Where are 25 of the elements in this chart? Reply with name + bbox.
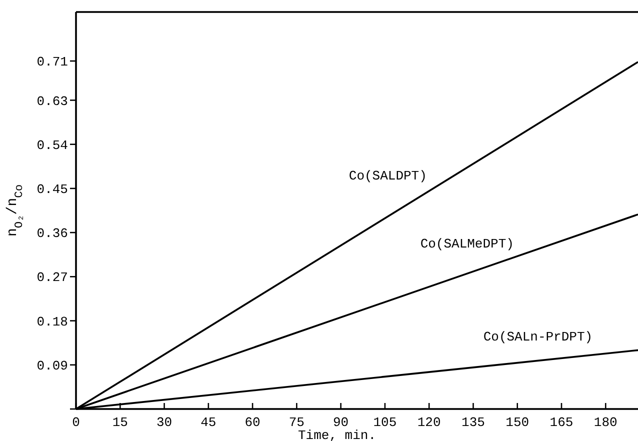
y-tick-label: 0.63	[36, 94, 68, 109]
x-tick-label: 0	[72, 415, 80, 430]
x-tick-label: 90	[333, 415, 349, 430]
x-tick-label: 15	[112, 415, 128, 430]
x-axis-title: Time, min.	[298, 428, 376, 441]
x-tick-label: 180	[594, 415, 618, 430]
x-tick-label: 30	[156, 415, 172, 430]
x-tick-label: 120	[417, 415, 441, 430]
y-tick-label: 0.18	[36, 314, 68, 330]
x-tick-label: 60	[244, 415, 260, 430]
y-tick-label: 0.27	[36, 270, 68, 286]
y-tick-label: 0.36	[36, 226, 68, 242]
series-label: Co(SALMeDPT)	[420, 236, 514, 252]
x-tick-label: 105	[373, 415, 397, 430]
y-tick-label: 0.09	[36, 358, 68, 374]
x-tick-label: 45	[200, 415, 216, 430]
series-label: Co(SALDPT)	[348, 168, 427, 184]
y-tick-label: 0.54	[36, 138, 68, 153]
y-tick-label: 0.71	[36, 54, 68, 70]
x-tick-label: 135	[462, 415, 485, 430]
x-tick-label: 165	[550, 415, 574, 430]
series-label: Co(SALn-PrDPT)	[483, 330, 593, 345]
y-tick-label: 0.45	[36, 182, 68, 197]
x-tick-label: 150	[506, 415, 530, 430]
x-tick-label: 75	[288, 415, 304, 430]
